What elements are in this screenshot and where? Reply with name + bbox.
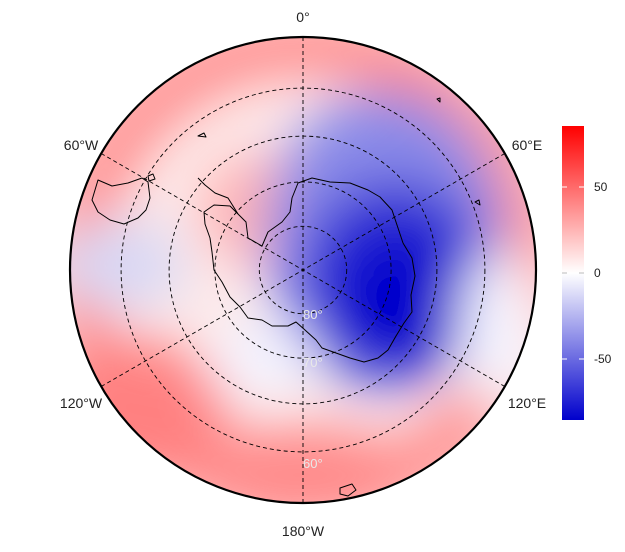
kerguelen: [474, 199, 481, 206]
weak-negative-west: [70, 220, 185, 310]
longitude-labels: 0° 60°E 120°E 180°W 120°W 60°W: [60, 9, 546, 539]
lon-label-120e: 120°E: [508, 395, 546, 411]
lat-label-60: 60°: [303, 456, 323, 471]
island-north: [436, 97, 441, 103]
lon-label-120w: 120°W: [60, 395, 103, 411]
map-boundary: [68, 35, 538, 505]
lat-label-80: 80°: [303, 307, 323, 322]
lat-label-70: 70°: [303, 355, 323, 370]
anomaly-field: [70, 37, 536, 503]
lon-label-60w: 60°W: [64, 137, 99, 153]
colorbar-ticks: [562, 186, 584, 360]
white-gap-south: [205, 320, 315, 400]
coastlines: [91, 97, 481, 497]
lon-label-0: 0°: [296, 9, 309, 25]
antarctic-peninsula: [197, 177, 239, 215]
tasmania-coast: [339, 483, 357, 497]
colorbar-label-50: 50: [594, 180, 608, 194]
negative-anomaly-core: [335, 230, 455, 370]
south-america-coastline: [91, 177, 151, 225]
colorbar: 50 0 -50: [562, 126, 612, 420]
colorbar-label-0: 0: [594, 266, 601, 280]
south-georgia: [197, 132, 207, 138]
latitude-labels: 80° 70° 60°: [303, 307, 323, 471]
latitude-circle: [214, 181, 392, 359]
antarctica-coastline: [203, 177, 416, 363]
lon-label-60e: 60°E: [512, 137, 543, 153]
falkland-islands: [147, 173, 156, 182]
colorbar-ramp: [562, 126, 584, 420]
lon-label-180w: 180°W: [282, 523, 325, 539]
meridian-line: [100, 153, 506, 387]
colorbar-label-neg50: -50: [594, 352, 612, 366]
graticule: [100, 37, 506, 503]
positive-anomaly-ross: [190, 425, 410, 503]
